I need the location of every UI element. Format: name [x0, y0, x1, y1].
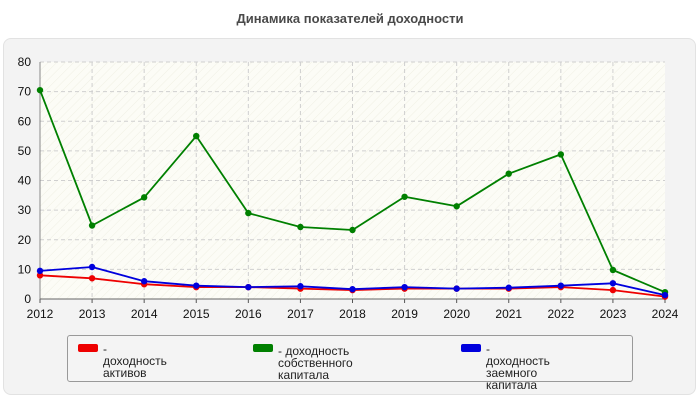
data-point-2 — [557, 151, 565, 158]
data-point-2 — [245, 209, 252, 217]
y-tick-label: 80 — [18, 55, 32, 69]
data-point-3 — [401, 283, 408, 291]
data-point-2 — [609, 266, 617, 274]
data-point-3 — [88, 263, 96, 271]
data-point-2 — [505, 170, 512, 177]
data-point-3 — [193, 282, 200, 289]
y-tick-label: 50 — [18, 144, 32, 158]
x-tick-label: 2012 — [27, 307, 54, 321]
data-point-2 — [193, 132, 200, 140]
data-point-3 — [505, 284, 512, 291]
legend-swatch-equity — [253, 344, 273, 352]
data-point-3 — [609, 280, 617, 287]
y-tick-label: 70 — [18, 85, 32, 99]
data-point-2 — [140, 194, 148, 201]
legend-swatch-debt — [461, 344, 481, 352]
data-point-3 — [453, 285, 460, 292]
data-point-1 — [88, 275, 96, 282]
x-tick-label: 2023 — [600, 307, 627, 321]
y-tick-label: 20 — [18, 233, 32, 247]
data-point-2 — [297, 223, 304, 231]
data-point-3 — [297, 283, 304, 290]
y-tick-label: 40 — [18, 174, 32, 188]
x-tick-label: 2017 — [287, 307, 314, 321]
y-tick-label: 60 — [18, 114, 32, 128]
x-tick-label: 2015 — [183, 307, 210, 321]
y-tick-label: 10 — [18, 262, 32, 276]
x-tick-label: 2018 — [339, 307, 366, 321]
legend-swatch-assets — [78, 344, 98, 352]
x-tick-label: 2016 — [235, 307, 262, 321]
y-tick-label: 0 — [24, 292, 31, 306]
y-tick-label: 30 — [18, 203, 32, 217]
data-point-1 — [36, 272, 44, 279]
data-point-3 — [245, 283, 252, 291]
data-point-3 — [140, 278, 148, 285]
legend-label-equity: - доходность собственного капитала — [278, 345, 353, 381]
data-point-2 — [453, 203, 460, 210]
x-tick-label: 2019 — [391, 307, 418, 321]
data-point-2 — [36, 86, 44, 94]
x-tick-label: 2024 — [652, 307, 679, 321]
legend: - доходность активов - доходность собств… — [67, 335, 633, 391]
data-point-1 — [609, 286, 617, 294]
legend-label-debt-line1: - доходность заемного — [486, 342, 550, 380]
data-point-2 — [88, 222, 96, 229]
x-tick-label: 2020 — [443, 307, 470, 321]
x-tick-label: 2013 — [79, 307, 106, 321]
x-tick-label: 2021 — [495, 307, 522, 321]
legend-label-equity-line2: капитала — [278, 368, 330, 382]
legend-label-equity-line1: - доходность собственного — [278, 344, 353, 370]
chart-title: Динамика показателей доходности — [236, 11, 464, 26]
data-point-2 — [401, 193, 408, 200]
legend-label-debt: - доходность заемного капитала — [486, 343, 550, 391]
data-point-3 — [349, 286, 356, 293]
legend-label-assets: - доходность активов — [103, 342, 167, 380]
data-point-3 — [661, 291, 669, 299]
x-tick-label: 2014 — [131, 307, 158, 321]
data-point-3 — [557, 282, 565, 289]
data-point-3 — [36, 267, 44, 275]
legend-label-debt-line2: капитала — [486, 378, 538, 392]
x-tick-label: 2022 — [547, 307, 574, 321]
data-point-2 — [349, 226, 356, 234]
